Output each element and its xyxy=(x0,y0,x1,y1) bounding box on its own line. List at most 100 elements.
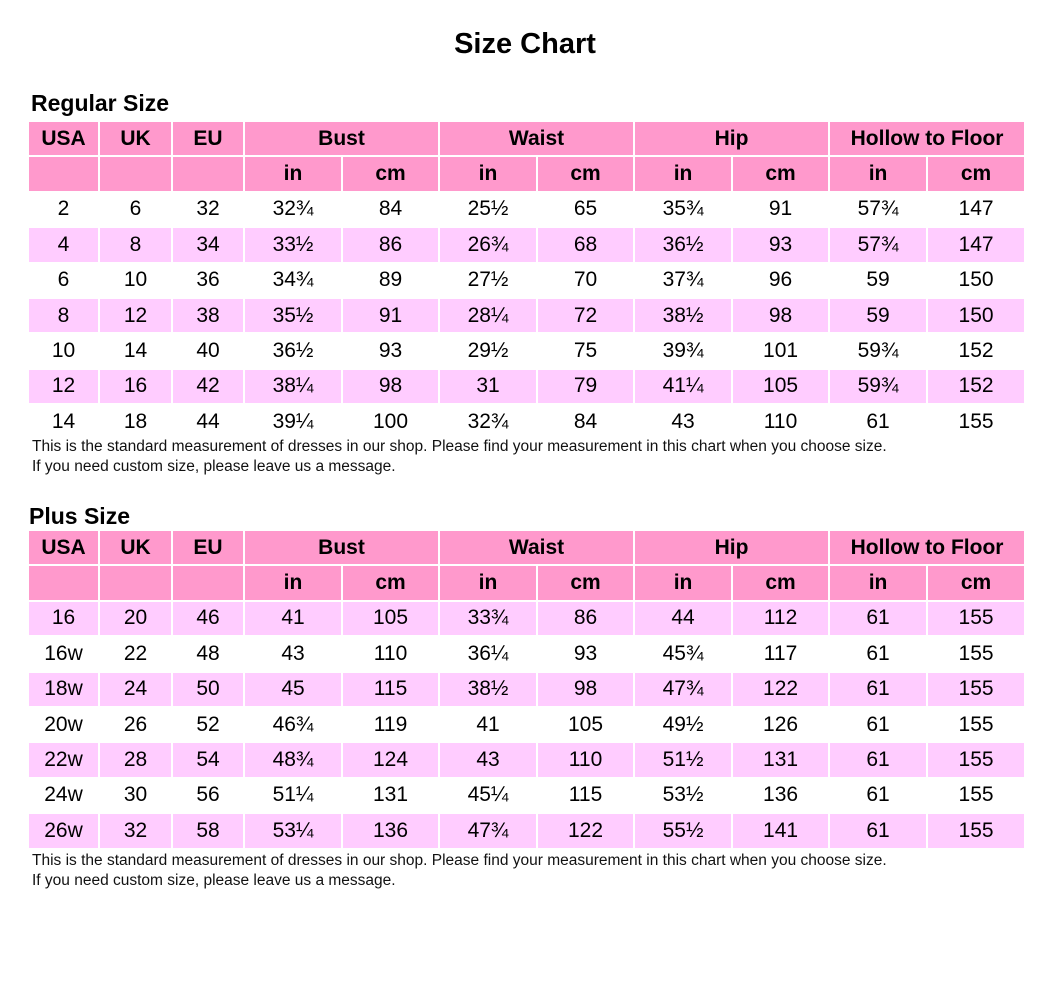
table-cell: 47¾ xyxy=(438,812,539,850)
table-cell: 122 xyxy=(731,670,831,708)
table-cell: 39¾ xyxy=(633,332,734,370)
table-cell: 14 xyxy=(27,403,100,441)
unit-row: in cm in cm in cm in cm xyxy=(27,155,1027,193)
table-cell: 55½ xyxy=(633,812,734,850)
table-cell: 44 xyxy=(171,403,245,441)
table-cell: 68 xyxy=(536,226,636,264)
unit-in: in xyxy=(633,155,734,193)
plus-note-2: If you need custom size, please leave us… xyxy=(32,872,396,889)
plus-size-table: USA UK EU Bust Waist Hip Hollow to Floor in cm in… xyxy=(27,528,1027,850)
table-cell: 105 xyxy=(536,705,636,744)
table-cell: 84 xyxy=(340,190,441,229)
empty-unit-cell xyxy=(27,564,100,602)
table-cell: 12 xyxy=(27,367,100,406)
table-cell: 2 xyxy=(27,190,100,229)
table-cell: 12 xyxy=(98,296,173,335)
column-header: Waist xyxy=(438,528,636,567)
table-cell: 4 xyxy=(27,226,100,264)
column-header: Waist xyxy=(438,119,636,158)
table-cell: 46 xyxy=(171,599,245,638)
table-cell: 112 xyxy=(731,599,831,638)
unit-cm: cm xyxy=(926,564,1027,602)
table-cell: 131 xyxy=(731,741,831,779)
table-cell: 28¼ xyxy=(438,296,539,335)
table-cell: 155 xyxy=(926,670,1027,708)
header-row: USA UK EU Bust Waist Hip Hollow to Floor xyxy=(27,528,1027,567)
table-cell: 59¾ xyxy=(828,367,929,406)
table-cell: 59¾ xyxy=(828,332,929,370)
table-cell: 16 xyxy=(27,599,100,638)
table-cell: 98 xyxy=(536,670,636,708)
column-header: USA xyxy=(27,528,100,567)
unit-in: in xyxy=(243,564,343,602)
table-cell: 105 xyxy=(340,599,441,638)
table-cell: 51¼ xyxy=(243,776,343,815)
table-cell: 155 xyxy=(926,741,1027,779)
regular-note-1: This is the standard measurement of dres… xyxy=(32,438,887,455)
column-header: UK xyxy=(98,119,173,158)
table-cell: 58 xyxy=(171,812,245,850)
table-cell: 61 xyxy=(828,741,929,779)
table-cell: 10 xyxy=(98,261,173,299)
unit-in: in xyxy=(828,155,929,193)
table-cell: 141 xyxy=(731,812,831,850)
column-header: UK xyxy=(98,528,173,567)
table-cell: 147 xyxy=(926,190,1027,229)
unit-in: in xyxy=(438,155,539,193)
table-cell: 150 xyxy=(926,261,1027,299)
unit-cm: cm xyxy=(340,155,441,193)
plus-note-1: This is the standard measurement of dres… xyxy=(32,852,887,869)
table-cell: 6 xyxy=(98,190,173,229)
table-cell: 101 xyxy=(731,332,831,370)
table-cell: 61 xyxy=(828,705,929,744)
table-cell: 54 xyxy=(171,741,245,779)
table-cell: 18 xyxy=(98,403,173,441)
table-row: 20w 26 52 46¾ 119 41 105 49½ 126 61 155 xyxy=(27,705,1027,744)
page-title: Size Chart xyxy=(454,28,596,60)
unit-in: in xyxy=(243,155,343,193)
table-cell: 45¼ xyxy=(438,776,539,815)
table-cell: 16w xyxy=(27,635,100,673)
table-cell: 53½ xyxy=(633,776,734,815)
table-cell: 47¾ xyxy=(633,670,734,708)
table-row: 26w 32 58 53¼ 136 47¾ 122 55½ 141 61 155 xyxy=(27,812,1027,850)
table-cell: 25½ xyxy=(438,190,539,229)
table-cell: 39¼ xyxy=(243,403,343,441)
table-row: 22w 28 54 48¾ 124 43 110 51½ 131 61 155 xyxy=(27,741,1027,779)
regular-size-title: Regular Size xyxy=(31,90,170,116)
table-row: 12 16 42 38¼ 98 31 79 41¼ 105 59¾ 152 xyxy=(27,367,1027,406)
table-cell: 34 xyxy=(171,226,245,264)
table-cell: 50 xyxy=(171,670,245,708)
table-cell: 32¾ xyxy=(438,403,539,441)
table-cell: 36½ xyxy=(243,332,343,370)
unit-cm: cm xyxy=(536,564,636,602)
table-cell: 100 xyxy=(340,403,441,441)
table-row: 10 14 40 36½ 93 29½ 75 39¾ 101 59¾ 152 xyxy=(27,332,1027,370)
column-header: EU xyxy=(171,528,245,567)
table-cell: 61 xyxy=(828,599,929,638)
table-cell: 105 xyxy=(731,367,831,406)
table-row: 24w 30 56 51¼ 131 45¼ 115 53½ 136 61 155 xyxy=(27,776,1027,815)
column-header: Hip xyxy=(633,119,831,158)
table-cell: 22w xyxy=(27,741,100,779)
table-cell: 72 xyxy=(536,296,636,335)
table-cell: 8 xyxy=(27,296,100,335)
table-cell: 20 xyxy=(98,599,173,638)
unit-cm: cm xyxy=(731,155,831,193)
table-cell: 41¼ xyxy=(633,367,734,406)
table-cell: 26¾ xyxy=(438,226,539,264)
table-cell: 45¾ xyxy=(633,635,734,673)
table-row: 8 12 38 35½ 91 28¼ 72 38½ 98 59 150 xyxy=(27,296,1027,335)
table-cell: 155 xyxy=(926,705,1027,744)
table-cell: 43 xyxy=(438,741,539,779)
table-cell: 117 xyxy=(731,635,831,673)
empty-unit-cell xyxy=(171,564,245,602)
table-cell: 65 xyxy=(536,190,636,229)
table-cell: 86 xyxy=(340,226,441,264)
unit-cm: cm xyxy=(731,564,831,602)
table-cell: 32 xyxy=(98,812,173,850)
unit-cm: cm xyxy=(340,564,441,602)
table-cell: 136 xyxy=(340,812,441,850)
table-cell: 41 xyxy=(243,599,343,638)
column-header: Hollow to Floor xyxy=(828,119,1027,158)
